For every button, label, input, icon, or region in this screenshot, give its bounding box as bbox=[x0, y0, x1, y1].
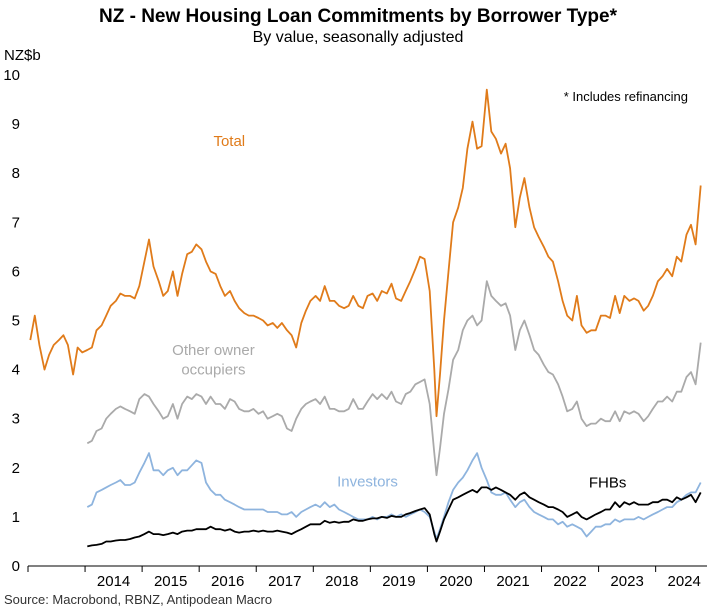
series-line-other-owner-occupiers bbox=[86, 280, 702, 477]
series-line-investors bbox=[86, 452, 702, 540]
source-note: Source: Macrobond, RBNZ, Antipodean Macr… bbox=[4, 592, 272, 607]
y-tick-label: 8 bbox=[12, 165, 20, 182]
x-tick-label: 2019 bbox=[382, 573, 415, 590]
series-line-total bbox=[29, 88, 702, 418]
series-label: Investors bbox=[337, 473, 398, 490]
y-tick-label: 4 bbox=[12, 362, 20, 379]
series-label: occupiers bbox=[181, 362, 245, 379]
x-tick-label: 2017 bbox=[268, 573, 301, 590]
x-tick-label: 2015 bbox=[154, 573, 187, 590]
y-tick-label: 6 bbox=[12, 263, 20, 280]
x-tick-label: 2016 bbox=[211, 573, 244, 590]
series-label: FHBs bbox=[589, 474, 627, 491]
x-tick-label: 2022 bbox=[553, 573, 586, 590]
x-tick-label: 2020 bbox=[439, 573, 472, 590]
y-tick-label: 7 bbox=[12, 214, 20, 231]
x-tick-label: 2021 bbox=[496, 573, 529, 590]
x-tick-label: 2014 bbox=[97, 573, 130, 590]
y-tick-label: 5 bbox=[12, 313, 20, 330]
series-line-fhbs bbox=[87, 486, 702, 548]
y-axis-label: NZ$b bbox=[4, 47, 41, 64]
y-tick-label: 1 bbox=[12, 509, 20, 526]
series-labels: Total Other owner occupiers Investors FHBs bbox=[172, 133, 626, 491]
y-tick-label: 3 bbox=[12, 411, 20, 428]
series-label: Other owner bbox=[172, 342, 255, 359]
x-axis: 2014 2015 2016 2017 2018 2019 2020 2021 2022 2023… bbox=[27, 565, 707, 590]
x-tick-label: 2018 bbox=[325, 573, 358, 590]
footnote: * Includes refinancing bbox=[564, 89, 688, 104]
chart-subtitle: By value, seasonally adjusted bbox=[253, 29, 464, 46]
y-tick-label: 0 bbox=[12, 558, 20, 575]
chart-title: NZ - New Housing Loan Commitments by Bor… bbox=[99, 6, 618, 27]
series-layer bbox=[29, 88, 702, 548]
y-tick-label: 2 bbox=[12, 460, 20, 477]
y-axis: 0 1 2 3 4 5 6 7 8 9 10 bbox=[3, 67, 20, 575]
y-tick-label: 10 bbox=[3, 67, 20, 84]
x-tick-label: 2024 bbox=[667, 573, 700, 590]
series-label: Total bbox=[213, 133, 245, 150]
y-tick-label: 9 bbox=[12, 116, 20, 133]
x-tick-label: 2023 bbox=[610, 573, 643, 590]
